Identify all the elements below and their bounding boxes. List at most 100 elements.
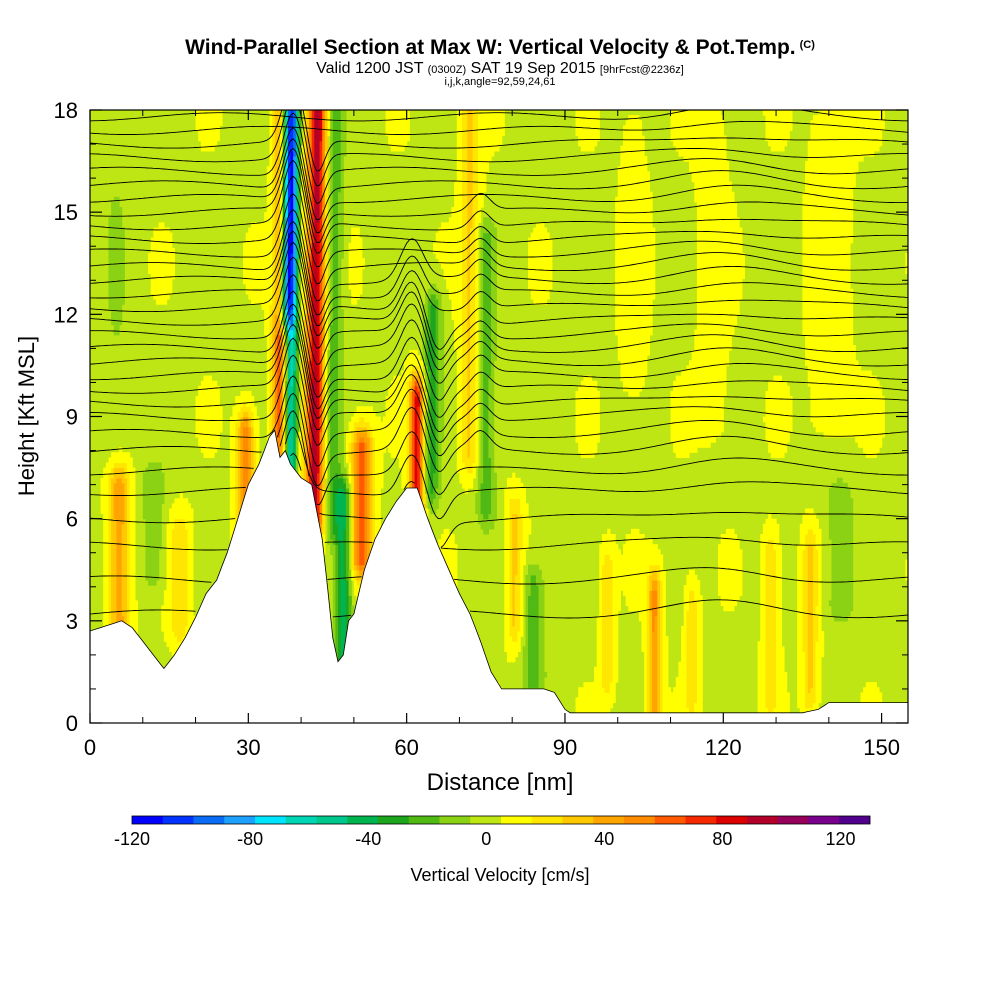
field-cell — [417, 375, 421, 382]
field-cell — [593, 380, 598, 453]
field-cell — [219, 110, 223, 126]
field-cell — [427, 288, 431, 300]
field-cell — [778, 110, 782, 152]
field-cell — [430, 493, 434, 504]
field-cell — [839, 110, 843, 438]
y-tick-label: 0 — [66, 711, 78, 736]
colorbar-swatch — [347, 816, 379, 824]
field-cell — [364, 426, 368, 433]
field-cell — [295, 350, 300, 438]
field-cell — [111, 201, 115, 326]
field-cell — [844, 482, 848, 622]
field-cell — [414, 350, 418, 367]
colorbar-swatch — [624, 816, 656, 824]
field-cell — [815, 115, 819, 433]
theta-contour — [90, 110, 908, 187]
field-cell — [876, 110, 880, 152]
field-cell — [739, 549, 743, 596]
field-cell — [148, 253, 152, 275]
field-cell — [514, 498, 519, 515]
field-cell — [309, 110, 313, 254]
field-cell — [857, 365, 862, 448]
colorbar-swatch — [531, 816, 563, 824]
field-cell — [781, 646, 785, 723]
field-cell — [591, 682, 595, 723]
field-cell — [361, 442, 366, 566]
field-cell — [612, 533, 616, 704]
field-cell — [728, 528, 732, 612]
field-cell — [741, 253, 745, 280]
field-cell — [652, 579, 656, 591]
field-cell — [615, 196, 619, 336]
field-cell — [124, 452, 128, 464]
field-cell — [712, 110, 716, 443]
field-cell — [274, 110, 278, 315]
field-cell — [287, 319, 292, 326]
theta-contour — [90, 120, 908, 135]
field-cell — [103, 467, 107, 653]
field-cell — [718, 544, 722, 596]
field-cell — [630, 528, 635, 612]
field-cell — [206, 375, 210, 458]
field-cell — [852, 110, 856, 188]
field-cell — [155, 462, 160, 581]
field-cell — [868, 110, 872, 157]
field-cell — [591, 110, 595, 152]
field-cell — [586, 682, 590, 723]
field-cell — [324, 304, 329, 479]
field-cell — [773, 375, 777, 458]
colorbar-swatch — [654, 816, 686, 824]
valid-time-date: SAT 19 Sep 2015 — [470, 60, 596, 77]
field-cell — [388, 385, 392, 453]
colorbar-tick-label: 0 — [481, 829, 491, 849]
field-cell — [319, 523, 323, 535]
terrain-mask — [90, 429, 908, 723]
field-cell — [815, 605, 819, 617]
theta-contour — [90, 138, 908, 234]
field-cell — [636, 528, 640, 612]
field-cell — [623, 544, 627, 596]
field-cell — [783, 380, 788, 453]
field-cell — [369, 406, 373, 428]
field-cell — [533, 574, 537, 688]
field-cell — [195, 396, 199, 438]
field-cell — [770, 380, 775, 458]
field-cell — [266, 166, 271, 586]
field-cell — [681, 370, 685, 458]
field-cell — [588, 110, 592, 152]
field-cell — [485, 217, 490, 234]
field-cell — [169, 232, 173, 295]
field-cell — [723, 135, 727, 397]
field-cell — [815, 549, 819, 607]
field-cell — [451, 207, 455, 321]
field-cell — [108, 457, 112, 474]
field-cell — [652, 227, 656, 300]
field-cell — [836, 477, 840, 622]
field-cell — [625, 533, 629, 607]
field-cell — [340, 488, 344, 668]
field-cell — [401, 370, 405, 489]
field-cell — [290, 385, 294, 479]
field-cell — [783, 671, 788, 723]
field-cell — [488, 110, 492, 162]
field-cell — [786, 692, 790, 723]
field-cell — [179, 493, 183, 520]
potential-temperature-contours — [90, 110, 908, 619]
field-cell — [367, 436, 371, 566]
field-cell — [359, 574, 363, 581]
theta-contour — [403, 481, 415, 490]
field-cell — [694, 600, 698, 704]
field-cell — [535, 585, 540, 688]
field-cell — [417, 406, 421, 510]
field-cell — [469, 110, 474, 229]
terrain-profile — [90, 429, 908, 723]
field-cell — [538, 569, 542, 704]
field-cell — [786, 385, 790, 443]
field-cell — [786, 110, 790, 142]
field-cell — [306, 130, 310, 203]
field-cell — [359, 569, 363, 576]
field-cell — [905, 559, 908, 581]
colorbar-swatch — [593, 816, 625, 824]
field-cell — [688, 110, 693, 172]
field-cell — [797, 544, 801, 709]
